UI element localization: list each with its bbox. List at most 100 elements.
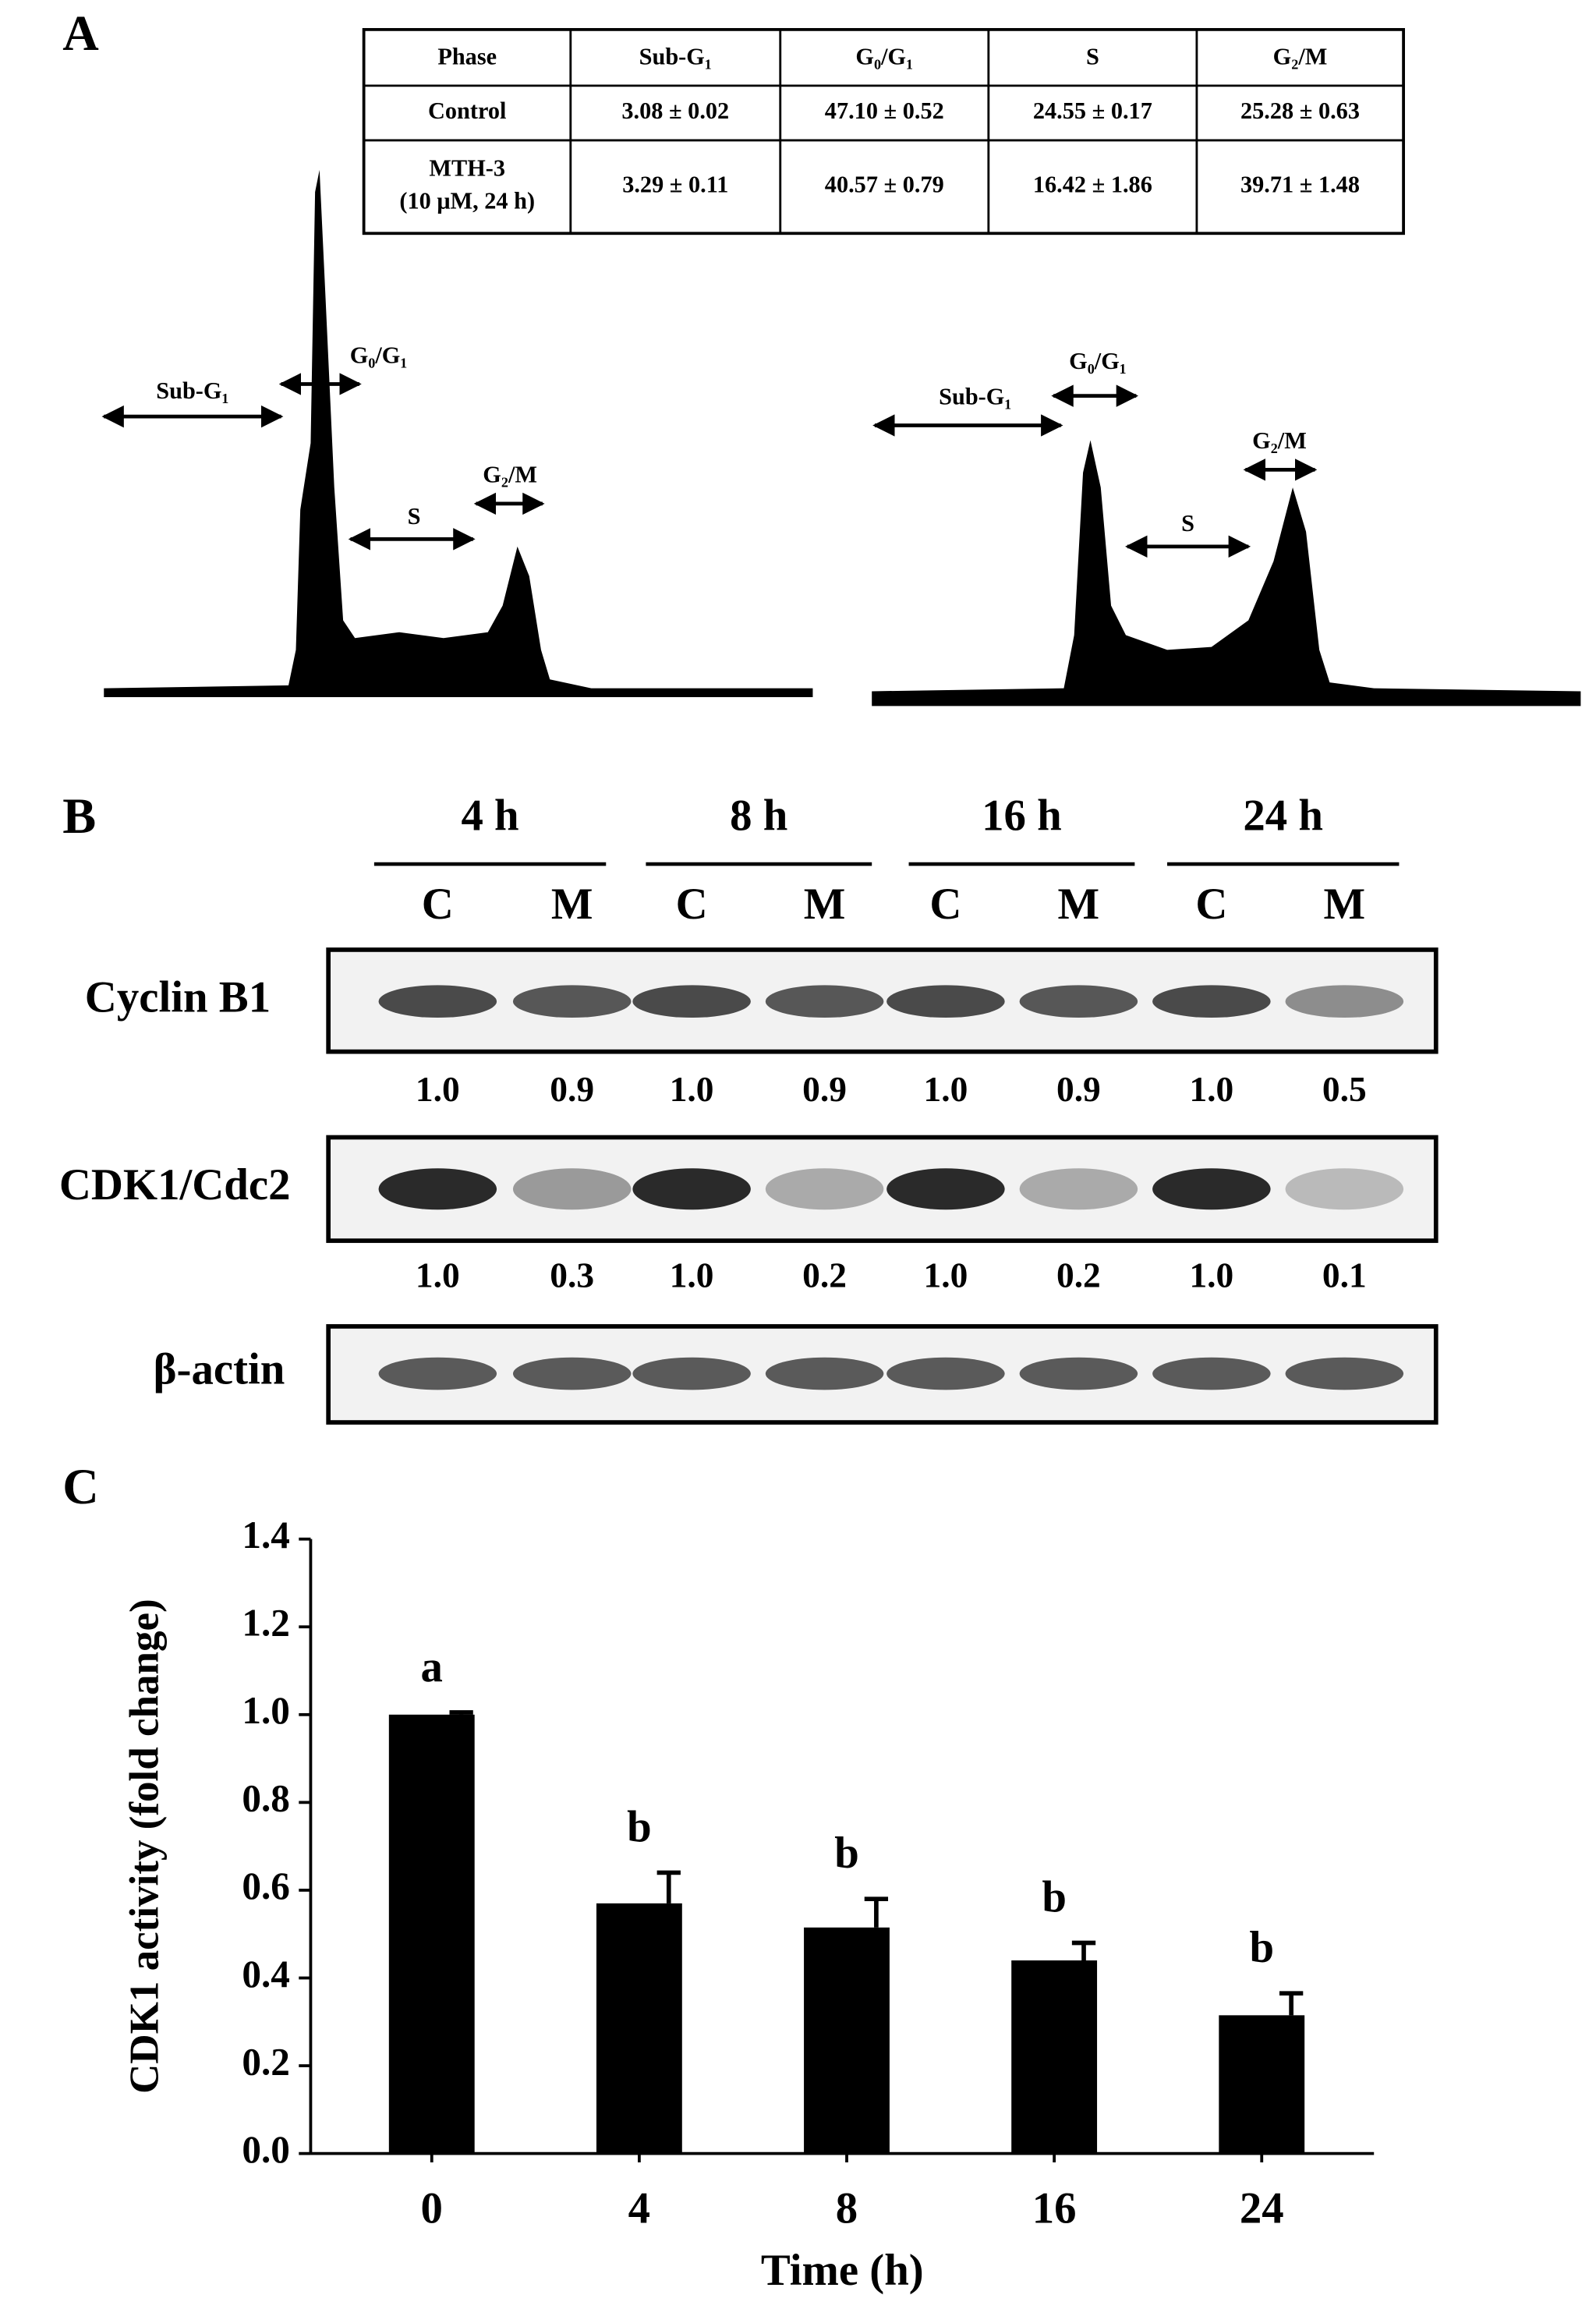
band-ratio: 1.0: [670, 1069, 714, 1109]
lane-label: M: [1058, 880, 1100, 929]
bar: [804, 1927, 890, 2154]
lane-label: C: [929, 880, 961, 929]
table-cell: 47.10 ± 0.52: [825, 97, 944, 124]
time-label: 16 h: [982, 791, 1062, 840]
time-label: 8 h: [730, 791, 787, 840]
blot-band: [886, 1357, 1005, 1390]
blot-band: [1152, 985, 1271, 1018]
table-frame: [362, 27, 1405, 235]
table-cell: 24.55 ± 0.17: [1033, 97, 1152, 124]
lane-label: M: [1324, 880, 1366, 929]
table-header: Sub-G₁: [639, 44, 712, 70]
blot-band: [378, 985, 497, 1018]
band-ratio: 1.0: [416, 1069, 460, 1109]
y-tick-label: 0.0: [242, 2128, 290, 2171]
y-tick-label: 0.2: [242, 2040, 290, 2083]
histogram-treated: [872, 440, 1581, 706]
band-ratio: 0.9: [802, 1069, 847, 1109]
table-cell: 39.71 ± 1.48: [1240, 172, 1360, 198]
gate-label: Sub-G₁: [939, 383, 1011, 409]
gate-label: G₀/G₁: [1069, 348, 1127, 374]
y-tick-label: 0.8: [242, 1777, 290, 1820]
blot-band: [1285, 1357, 1404, 1390]
bar: [1219, 2015, 1305, 2154]
blot-band: [632, 1168, 751, 1210]
gate-label: S: [1181, 510, 1194, 537]
blot-band: [765, 985, 884, 1018]
band-ratio: 0.9: [1056, 1069, 1101, 1109]
table-cell: 25.28 ± 0.63: [1240, 97, 1360, 124]
blot-band: [1019, 1357, 1138, 1390]
blot-band: [632, 1357, 751, 1390]
blot-band: [1152, 1357, 1271, 1390]
blot-band: [1019, 985, 1138, 1018]
blot-band: [886, 1168, 1005, 1210]
band-ratio: 0.2: [802, 1255, 847, 1295]
bar-annotation: b: [1042, 1872, 1067, 1921]
band-ratio: 1.0: [924, 1255, 968, 1295]
blot-band: [1285, 985, 1404, 1018]
protein-label: Cyclin B1: [85, 972, 271, 1022]
gate-label: G₂/M: [483, 462, 537, 488]
bar-annotation: b: [1249, 1923, 1274, 1972]
band-ratio: 0.1: [1322, 1255, 1367, 1295]
blot-band: [378, 1168, 497, 1210]
lane-label: C: [676, 880, 708, 929]
lane-label: C: [1195, 880, 1227, 929]
blot-band: [512, 1357, 632, 1390]
row-label: MTH-3: [429, 155, 505, 182]
x-tick-label: 0: [421, 2183, 443, 2233]
table-header: S: [1086, 44, 1099, 70]
band-ratio: 0.2: [1056, 1255, 1101, 1295]
x-axis-label: Time (h): [761, 2246, 924, 2295]
time-label: 24 h: [1243, 791, 1323, 840]
lane-label: C: [422, 880, 454, 929]
row-label: Control: [428, 97, 506, 124]
x-tick-label: 24: [1240, 2183, 1284, 2233]
bar: [388, 1714, 475, 2154]
panel-label: A: [62, 5, 99, 61]
blot-band: [1285, 1168, 1404, 1210]
band-ratio: 1.0: [416, 1255, 460, 1295]
bar-annotation: b: [627, 1802, 652, 1851]
y-tick-label: 1.4: [242, 1514, 290, 1556]
band-ratio: 1.0: [1189, 1069, 1233, 1109]
x-tick-label: 16: [1032, 2183, 1077, 2233]
table-cell: 3.29 ± 0.11: [622, 172, 728, 198]
lane-label: M: [804, 880, 846, 929]
band-ratio: 0.9: [550, 1069, 594, 1109]
histogram-control: [104, 169, 813, 698]
table-header: Phase: [437, 44, 497, 70]
blot-band: [1152, 1168, 1271, 1210]
y-axis-label: CDK1 activity (fold change): [122, 1599, 167, 2094]
panel-label: B: [62, 788, 96, 844]
blot-band: [886, 985, 1005, 1018]
blot-band: [765, 1168, 884, 1210]
x-tick-label: 8: [836, 2183, 858, 2233]
blot-band: [1019, 1168, 1138, 1210]
blot-band: [512, 1168, 632, 1210]
bar: [596, 1903, 682, 2154]
table-cell: 3.08 ± 0.02: [621, 97, 729, 124]
gate-label: G₂/M: [1252, 427, 1307, 454]
table-header: G₀/G₁: [855, 44, 913, 70]
gate-label: Sub-G₁: [156, 377, 228, 404]
time-label: 4 h: [461, 791, 518, 840]
bar-annotation: a: [421, 1642, 443, 1691]
table-cell: 16.42 ± 1.86: [1033, 172, 1152, 198]
blot-band: [632, 985, 751, 1018]
blot-band: [378, 1357, 497, 1390]
panel-label: C: [62, 1459, 99, 1514]
y-tick-label: 1.2: [242, 1602, 290, 1645]
band-ratio: 1.0: [670, 1255, 714, 1295]
x-tick-label: 4: [628, 2183, 650, 2233]
band-ratio: 0.5: [1322, 1069, 1367, 1109]
y-tick-label: 0.6: [242, 1864, 290, 1907]
blot-band: [765, 1357, 884, 1390]
y-tick-label: 1.0: [242, 1689, 290, 1732]
band-ratio: 0.3: [550, 1255, 594, 1295]
protein-label: β-actin: [154, 1345, 285, 1394]
bar-annotation: b: [834, 1829, 859, 1878]
lane-label: M: [551, 880, 593, 929]
